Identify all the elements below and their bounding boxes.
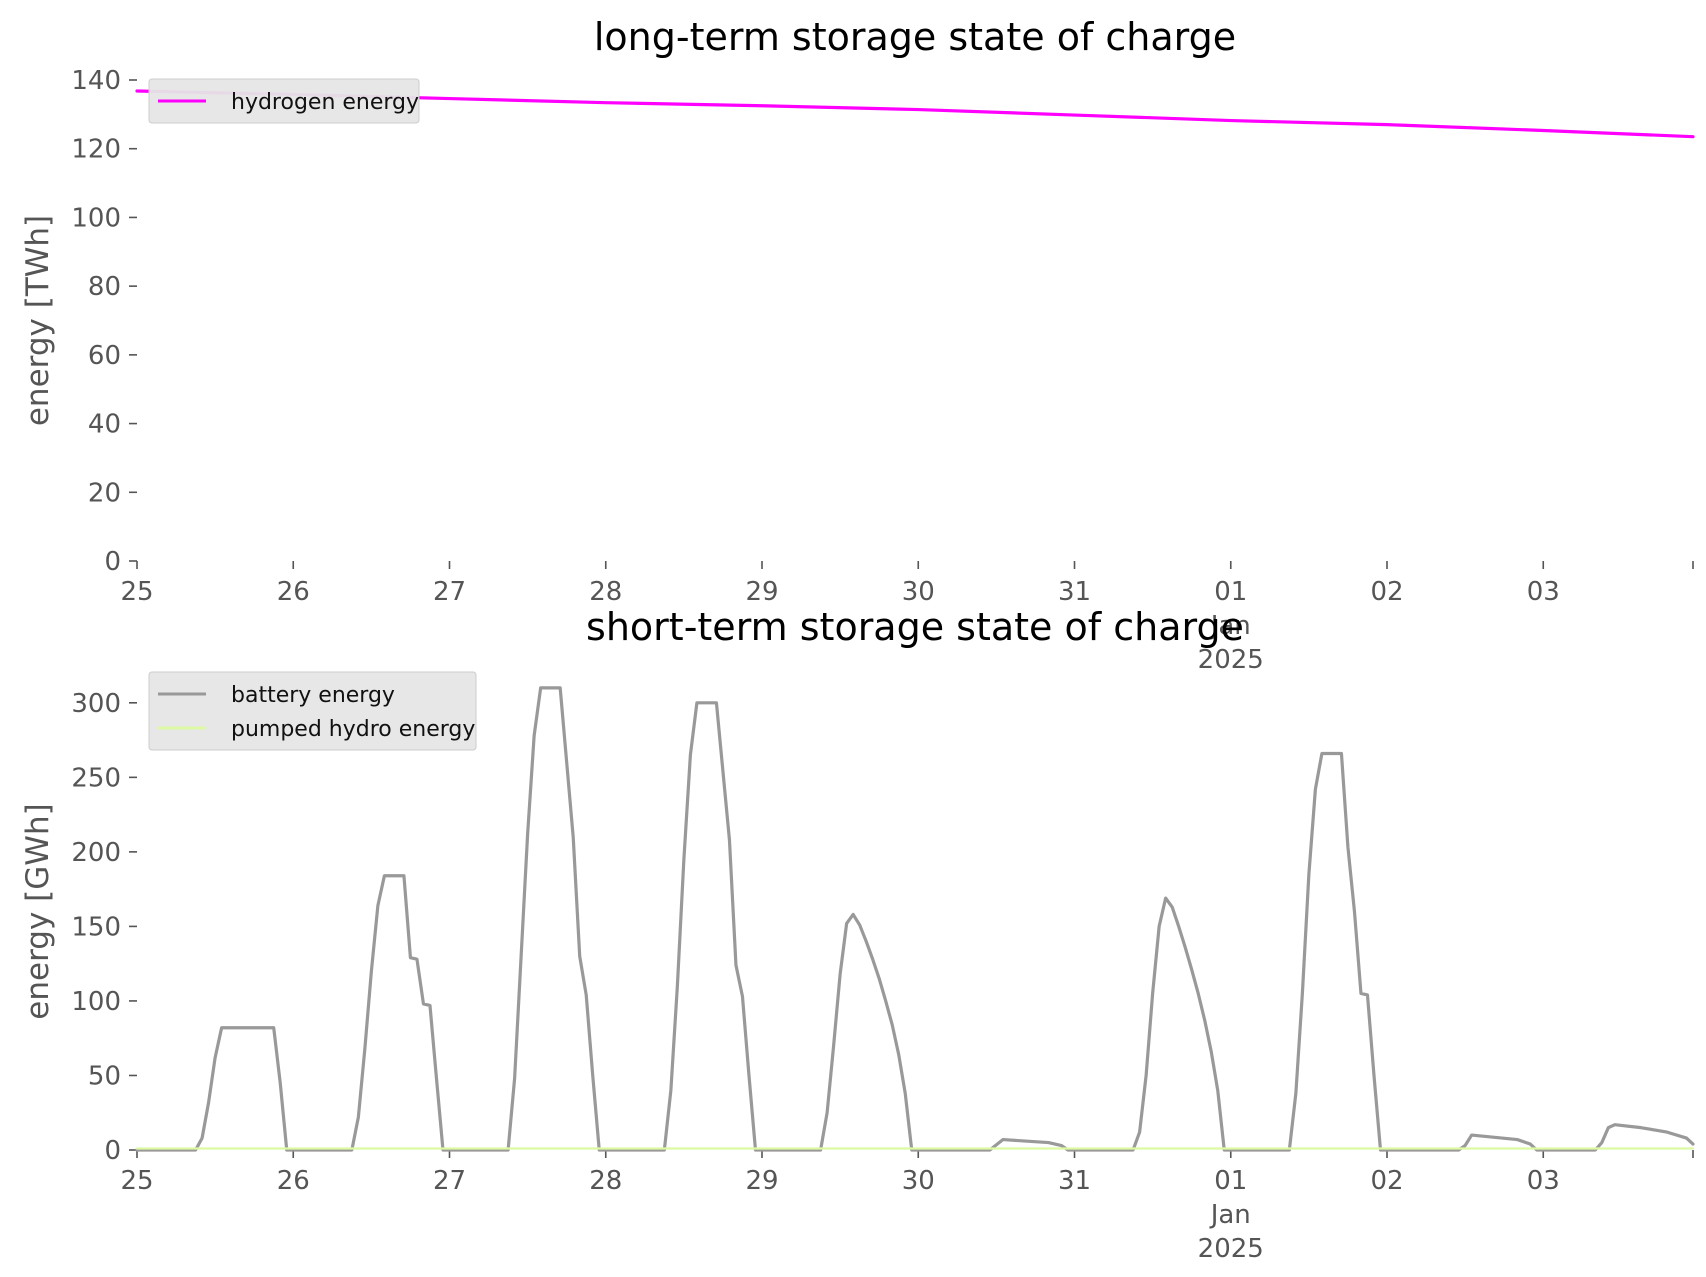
y-axis-label: energy [GWh]: [20, 803, 56, 1019]
x-tick-label: 31: [1058, 1166, 1091, 1196]
y-tick-label: 60: [88, 341, 121, 371]
x-tick-label: 02: [1370, 1166, 1403, 1196]
legend-box: [148, 78, 420, 124]
y-tick-label: 80: [88, 272, 121, 302]
x-tick-label: 29: [745, 577, 778, 607]
x-tick-label: 26: [277, 1166, 310, 1196]
legend-box: [148, 671, 477, 751]
y-tick-label: 100: [71, 203, 121, 233]
y-tick-label: 100: [71, 987, 121, 1017]
x-tick-label: 30: [902, 577, 935, 607]
x-tick-label: 28: [589, 577, 622, 607]
x-tick-label: 03: [1527, 577, 1560, 607]
legend-label: hydrogen energy: [231, 90, 419, 115]
x-tick-label: 01: [1214, 577, 1247, 607]
x-tick-label: 30: [902, 1166, 935, 1196]
x-tick-label: 01: [1214, 1166, 1247, 1196]
y-tick-label: 200: [71, 838, 121, 868]
x-tick-label: 25: [120, 577, 153, 607]
y-tick-label: 0: [104, 1136, 121, 1166]
y-tick-label: 20: [88, 478, 121, 508]
x-tick-label: 26: [277, 577, 310, 607]
x-tick-label: 29: [745, 1166, 778, 1196]
legend-label: battery energy: [231, 683, 395, 708]
x-tick-label: 27: [433, 577, 466, 607]
x-tick-label: 2025: [1198, 645, 1264, 675]
x-tick-label: 31: [1058, 577, 1091, 607]
y-tick-label: 50: [88, 1061, 121, 1091]
x-tick-label: Jan: [1209, 611, 1251, 641]
y-tick-label: 0: [104, 547, 121, 577]
x-tick-label: 03: [1527, 1166, 1560, 1196]
x-tick-label: 02: [1370, 577, 1403, 607]
chart-long-term-storage: long-term storage state of charge energy …: [20, 15, 1695, 675]
x-tick-label: 27: [433, 1166, 466, 1196]
series-line-battery-energy: [135, 686, 1695, 1152]
x-tick-label: Jan: [1209, 1200, 1251, 1230]
chart-title: long-term storage state of charge: [594, 15, 1236, 59]
y-tick-label: 300: [71, 689, 121, 719]
y-tick-label: 40: [88, 410, 121, 440]
y-tick-label: 250: [71, 763, 121, 793]
x-tick-label: 28: [589, 1166, 622, 1196]
legend-label: pumped hydro energy: [231, 717, 475, 742]
x-tick-label: 25: [120, 1166, 153, 1196]
y-tick-label: 140: [71, 66, 121, 96]
y-tick-label: 120: [71, 135, 121, 165]
y-tick-label: 150: [71, 912, 121, 942]
chart-short-term-storage: short-term storage state of charge energy…: [20, 605, 1695, 1264]
y-axis-label: energy [TWh]: [20, 215, 56, 426]
x-tick-label: 2025: [1198, 1234, 1264, 1264]
chart-title: short-term storage state of charge: [586, 605, 1244, 649]
